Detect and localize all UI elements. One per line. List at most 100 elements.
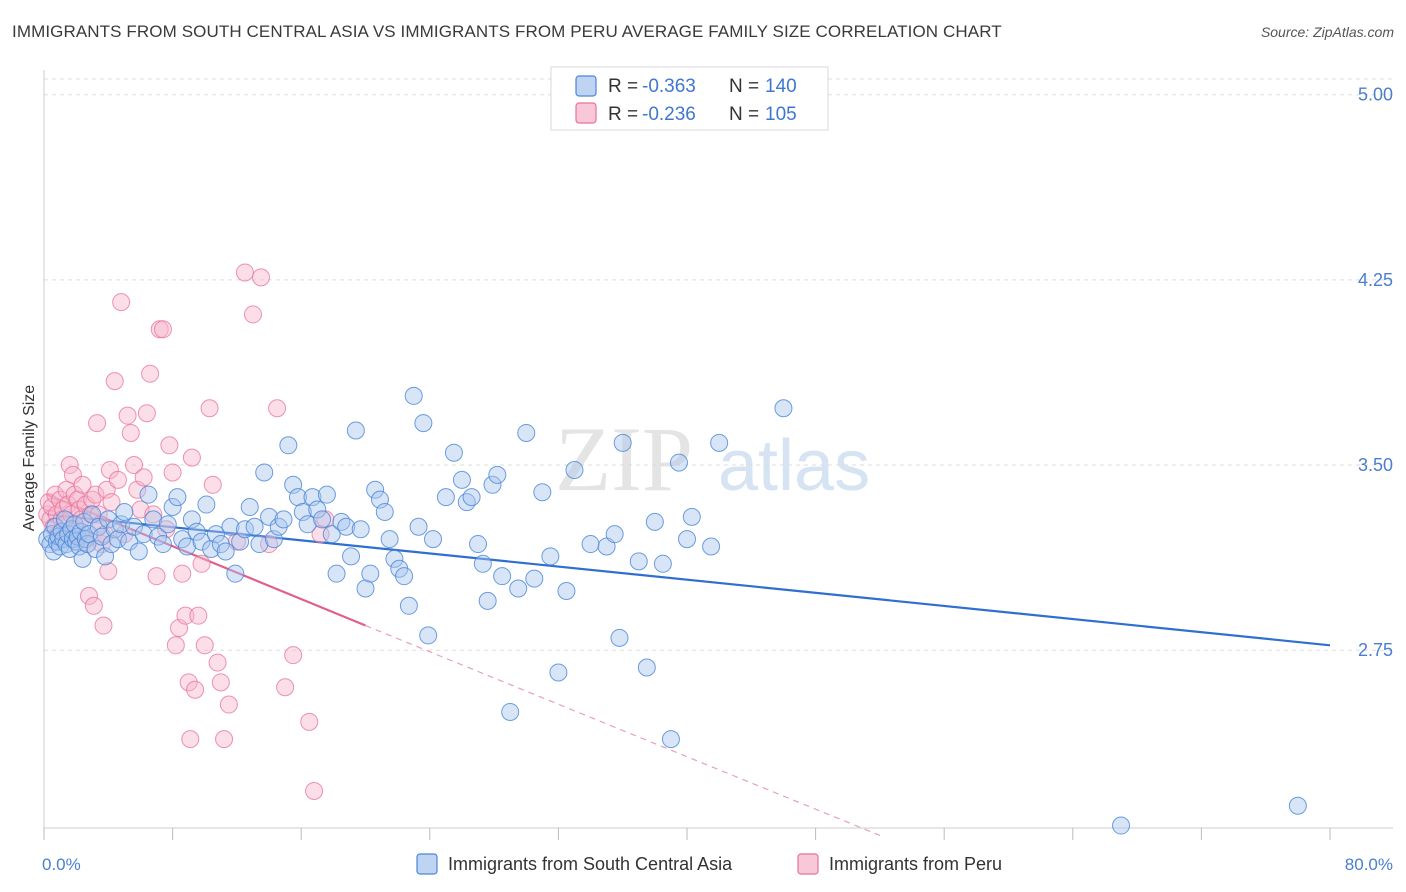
y-tick-label: 4.25 (1358, 270, 1393, 290)
point-peru (59, 495, 78, 514)
points-south-central-asia (38, 386, 1307, 835)
source-label: Source: ZipAtlas.com (1260, 24, 1394, 40)
legend-swatch-pink (575, 102, 597, 124)
point-south-central-asia (134, 525, 153, 544)
point-south-central-asia (629, 552, 648, 571)
point-south-central-asia (493, 567, 512, 586)
legend-swatch-pink (797, 853, 819, 875)
point-south-central-asia (158, 515, 177, 534)
point-south-central-asia (260, 507, 279, 526)
point-south-central-asia (399, 596, 418, 615)
point-south-central-asia (168, 488, 187, 507)
point-south-central-asia (669, 453, 688, 472)
axes (43, 70, 1393, 840)
point-south-central-asia (361, 564, 380, 583)
point-south-central-asia (549, 663, 568, 682)
y-tick-label: 5.00 (1358, 85, 1393, 105)
point-south-central-asia (55, 510, 74, 529)
point-peru (260, 535, 279, 554)
point-south-central-asia (308, 500, 327, 519)
point-south-central-asia (245, 517, 264, 536)
point-peru (252, 268, 271, 287)
point-south-central-asia (424, 530, 443, 549)
point-south-central-asia (414, 414, 433, 433)
point-south-central-asia (457, 493, 476, 512)
point-south-central-asia (226, 564, 245, 583)
point-south-central-asia (279, 436, 298, 455)
point-peru (105, 372, 124, 391)
point-south-central-asia (255, 463, 274, 482)
point-south-central-asia (469, 535, 488, 554)
point-south-central-asia (125, 517, 144, 536)
point-south-central-asia (710, 433, 729, 452)
point-south-central-asia (274, 510, 293, 529)
point-south-central-asia (216, 542, 235, 561)
point-south-central-asia (356, 579, 375, 598)
legend-r-label: R = (608, 104, 643, 125)
point-south-central-asia (557, 581, 576, 600)
point-peru (179, 673, 198, 692)
point-south-central-asia (774, 399, 793, 418)
point-peru (108, 470, 127, 489)
trend-line-peru-extension (365, 624, 881, 836)
point-peru (176, 606, 195, 625)
legend-r-value: -0.236 (642, 104, 696, 125)
legend-swatch-blue (416, 853, 438, 875)
legend-r-value: -0.363 (642, 76, 696, 97)
point-south-central-asia (702, 537, 721, 556)
point-south-central-asia (436, 488, 455, 507)
point-south-central-asia (153, 535, 172, 554)
gridlines (44, 78, 1393, 651)
point-south-central-asia (129, 542, 148, 561)
point-south-central-asia (661, 730, 680, 749)
point-peru (195, 636, 214, 655)
point-south-central-asia (120, 532, 139, 551)
point-peru (144, 505, 163, 524)
point-peru (243, 305, 262, 324)
point-peru (46, 485, 65, 504)
point-south-central-asia (488, 465, 507, 484)
point-south-central-asia (610, 628, 629, 647)
point-south-central-asia (221, 517, 240, 536)
point-south-central-asia (645, 512, 664, 531)
point-south-central-asia (327, 564, 346, 583)
y-axis-label: Average Family Size (21, 385, 38, 532)
point-south-central-asia (452, 470, 471, 489)
legend-n-label: N = (729, 76, 764, 97)
point-peru (203, 475, 222, 494)
y-tick-label: 3.50 (1358, 455, 1393, 475)
point-peru (181, 730, 200, 749)
legend-n-value: 105 (765, 104, 797, 125)
point-peru (186, 680, 205, 699)
point-peru (235, 263, 254, 282)
point-peru (94, 616, 113, 635)
stats-legend: R = -0.363 N = 140 R = -0.236 N = 105 (550, 66, 829, 131)
point-south-central-asia (409, 517, 428, 536)
point-peru (134, 468, 153, 487)
point-peru (137, 404, 156, 423)
point-south-central-asia (207, 525, 226, 544)
point-peru (276, 678, 295, 697)
point-south-central-asia (163, 498, 182, 517)
point-peru (182, 448, 201, 467)
point-peru (215, 730, 234, 749)
point-peru (141, 364, 160, 383)
point-peru (153, 320, 172, 339)
point-peru (200, 399, 219, 418)
point-peru (99, 562, 118, 581)
point-peru (118, 406, 137, 425)
point-south-central-asia (366, 480, 385, 499)
point-south-central-asia (202, 539, 221, 558)
point-south-central-asia (351, 520, 370, 539)
point-south-central-asia (240, 498, 259, 517)
point-south-central-asia (581, 535, 600, 554)
point-south-central-asia (375, 502, 394, 521)
trend-line-south-central-asia (47, 513, 1331, 647)
point-south-central-asia (250, 535, 269, 554)
point-peru (125, 456, 144, 475)
point-peru (80, 586, 99, 605)
point-south-central-asia (525, 569, 544, 588)
point-south-central-asia (192, 532, 211, 551)
point-peru (160, 436, 179, 455)
point-south-central-asia (115, 502, 134, 521)
